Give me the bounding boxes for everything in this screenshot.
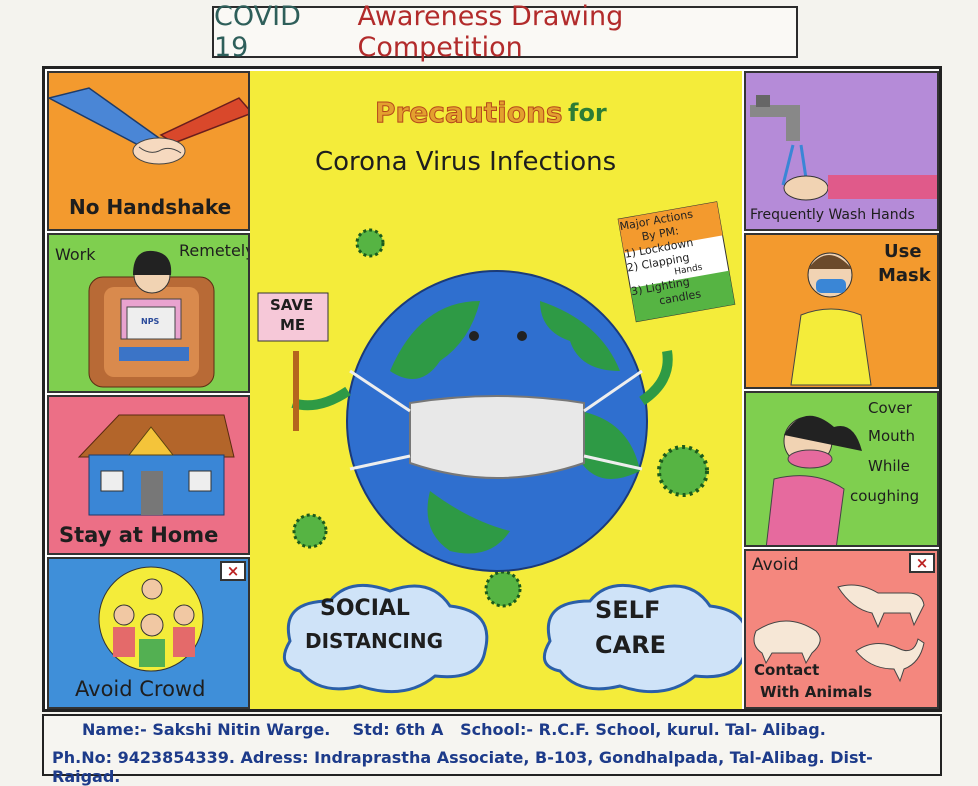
label-use: Use [884, 241, 922, 262]
phone-label: Ph.No: [52, 748, 112, 767]
label-mouth: Mouth [868, 427, 916, 445]
panel-stay-home: Stay at Home [47, 395, 250, 555]
tap-and-hands-illustration [750, 95, 937, 201]
label-contact: Contact [754, 661, 820, 679]
girl-coughing-illustration [765, 415, 862, 545]
std-label: Std: [352, 720, 390, 739]
label-avoid: Avoid [752, 555, 799, 575]
crowd-illustration [98, 566, 204, 672]
cross-mark-icon: × [220, 561, 246, 581]
sign-me: ME [280, 316, 306, 334]
std-value: 6th A [395, 720, 444, 739]
label-remotely: Remetely [179, 241, 250, 260]
panel-work-remotely: Work Remetely NPS [47, 233, 250, 393]
school-value: R.C.F. School, kurul. Tal- Alibag. [538, 720, 826, 739]
sign-save: SAVE [270, 296, 314, 314]
label-no-handshake: No Handshake [69, 195, 232, 219]
title-competition: Awareness Drawing Competition [357, 1, 624, 63]
poster: No Handshake Work Remetely NPS Stay at H… [42, 66, 942, 712]
person-with-mask-illustration [790, 252, 872, 386]
title-covid: COVID 19 [214, 1, 301, 63]
label-with-animals: With Animals [760, 683, 873, 701]
label-avoid-crowd: Avoid Crowd [75, 677, 206, 701]
panel-avoid-animals: × Avoid Contact With Animals [744, 549, 939, 709]
pm-card-text: Major Actions By PM: 1) Lockdown 2) Clap… [619, 203, 734, 313]
label-work: Work [55, 245, 96, 264]
label-mask: Mask [878, 265, 931, 286]
heading-for: for [568, 99, 607, 127]
handshake-illustration [49, 87, 248, 165]
virus-icon [292, 228, 709, 608]
panel-use-mask: Use Mask [744, 233, 939, 389]
panel-avoid-crowd: × Avoid Crowd [47, 557, 250, 709]
earth-with-mask-illustration [257, 201, 742, 694]
laptop-logo: NPS [141, 317, 160, 326]
panel-cover-mouth: Cover Mouth While coughing [744, 391, 939, 547]
panel-wash-hands: Frequently Wash Hands [744, 71, 939, 231]
footer-line-1: Name:- Sakshi Nitin Warge. Std: 6th A Sc… [82, 720, 826, 739]
person-at-laptop-illustration [88, 250, 215, 388]
name-label: Name:- [82, 720, 147, 739]
label-wash-hands: Frequently Wash Hands [750, 207, 915, 223]
cloud-social: SOCIAL [320, 596, 410, 621]
animals-illustration [753, 584, 925, 683]
label-while: While [868, 457, 910, 475]
address-label: Adress: [240, 748, 309, 767]
heading-precautions: Precautions [375, 96, 564, 130]
address-value: Indraprastha Associate, B-103, Gondhalpa… [52, 748, 873, 786]
cloud-distancing: DISTANCING [305, 629, 444, 653]
footer-info: Name:- Sakshi Nitin Warge. Std: 6th A Sc… [42, 714, 942, 786]
student-name: Sakshi Nitin Warge. [152, 720, 331, 739]
title-banner: COVID 19 Awareness Drawing Competition [212, 1, 798, 63]
school-label: School:- [460, 720, 534, 739]
house-illustration [77, 414, 235, 516]
cloud-self: SELF [595, 596, 661, 624]
center-panel: Precautions for Corona Virus Infections [250, 71, 742, 709]
phone-value: 9423854339. [117, 748, 235, 767]
subheading-corona: Corona Virus Infections [315, 147, 617, 177]
cross-mark-icon: × [909, 553, 935, 573]
label-stay-home: Stay at Home [59, 523, 219, 547]
cloud-care: CARE [595, 631, 667, 659]
label-coughing: coughing [850, 487, 920, 505]
footer-line-2: Ph.No: 9423854339. Adress: Indraprastha … [52, 748, 940, 786]
label-cover: Cover [868, 399, 912, 417]
panel-no-handshake: No Handshake [47, 71, 250, 231]
